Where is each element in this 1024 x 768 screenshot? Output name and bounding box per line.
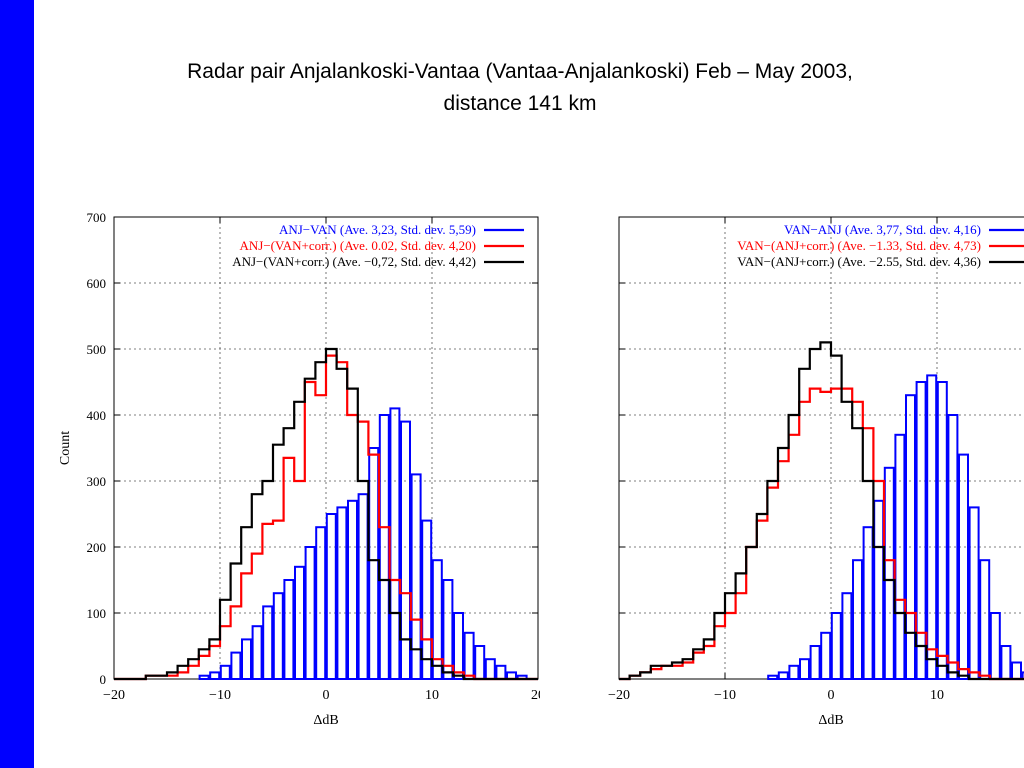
histogram-bar bbox=[400, 420, 411, 680]
legend-entry-label: ANJ−(VAN+corr.) (Ave. −0,72, Std. dev. 4… bbox=[232, 254, 476, 269]
histogram-bar bbox=[1021, 671, 1024, 680]
histogram-bar bbox=[883, 466, 895, 680]
title-line-2: distance 141 km bbox=[443, 92, 597, 115]
histogram-bar bbox=[1011, 661, 1022, 680]
histogram-bar bbox=[947, 414, 959, 680]
y-axis-label: Count bbox=[58, 431, 73, 465]
histogram-step-line bbox=[114, 347, 538, 681]
y-tick-label: 200 bbox=[87, 540, 107, 555]
x-tick-label: 0 bbox=[323, 688, 330, 703]
histogram-bar bbox=[421, 519, 433, 680]
histogram-bar bbox=[336, 506, 348, 680]
x-tick-label: 10 bbox=[425, 688, 439, 703]
histogram-bar bbox=[219, 664, 231, 680]
histogram-bar bbox=[852, 559, 863, 681]
histogram-bar bbox=[958, 453, 969, 680]
histogram-bar bbox=[230, 651, 242, 681]
y-tick-label: 500 bbox=[87, 342, 107, 357]
histogram-bar bbox=[283, 579, 295, 680]
histogram-bar bbox=[262, 605, 274, 680]
legend-entry-label: VAN−(ANJ+corr.) (Ave. −1.33, Std. dev. 4… bbox=[737, 238, 981, 253]
y-tick-label: 0 bbox=[100, 672, 107, 687]
histogram-bar bbox=[368, 447, 380, 680]
histogram-bar bbox=[926, 374, 938, 680]
x-tick-label: −20 bbox=[608, 688, 630, 703]
histogram-bar bbox=[442, 579, 454, 680]
histogram-bar bbox=[357, 493, 369, 681]
histogram-bar bbox=[905, 394, 916, 680]
histogram-bar bbox=[389, 407, 401, 680]
y-tick-label: 400 bbox=[87, 408, 107, 423]
x-tick-label: −10 bbox=[209, 688, 231, 703]
histogram-bar bbox=[241, 638, 252, 680]
histogram-bar bbox=[809, 645, 821, 680]
legend-entry-label: ANJ−(VAN+corr.) (Ave. 0.02, Std. dev. 4,… bbox=[240, 238, 476, 253]
histogram-bar bbox=[347, 499, 358, 680]
x-tick-label: 10 bbox=[930, 688, 944, 703]
histogram-bar bbox=[820, 631, 832, 680]
histogram-anj-van: −20−10010200100200300400500600700ΔdBCoun… bbox=[58, 210, 540, 728]
histogram-bar bbox=[325, 513, 337, 680]
histogram-bar bbox=[777, 671, 789, 680]
legend-entry-label: VAN−ANJ (Ave. 3,77, Std. dev. 4,16) bbox=[784, 222, 981, 237]
histogram-bar bbox=[294, 565, 305, 680]
histogram-bar bbox=[453, 612, 464, 680]
y-tick-label: 600 bbox=[87, 276, 107, 291]
legend-entry-label: VAN−(ANJ+corr.) (Ave. −2.55, Std. dev. 4… bbox=[737, 254, 981, 269]
histogram-bar bbox=[315, 526, 327, 681]
histogram-step-line bbox=[619, 387, 1024, 681]
histogram-bar bbox=[862, 526, 874, 681]
histogram-bar bbox=[915, 381, 927, 680]
histogram-bar bbox=[989, 612, 1001, 680]
y-tick-label: 700 bbox=[87, 210, 107, 225]
histogram-step-line bbox=[619, 341, 1024, 681]
histogram-bar bbox=[979, 559, 991, 681]
histogram-bar bbox=[304, 546, 316, 680]
histogram-bar bbox=[474, 645, 486, 680]
histogram-bar bbox=[1000, 645, 1012, 680]
histogram-bar bbox=[251, 625, 263, 681]
x-axis-label: ΔdB bbox=[818, 713, 843, 728]
histogram-bar bbox=[873, 499, 885, 680]
histogram-bar bbox=[841, 592, 853, 681]
histogram-bar bbox=[463, 631, 475, 680]
histogram-bar bbox=[788, 664, 800, 680]
slide-accent-bar bbox=[0, 0, 34, 768]
histogram-bar bbox=[198, 674, 210, 681]
histogram-bar bbox=[767, 674, 779, 681]
histogram-bar bbox=[894, 433, 906, 680]
histogram-bar bbox=[968, 506, 980, 680]
x-tick-label: −10 bbox=[714, 688, 736, 703]
x-axis-label: ΔdB bbox=[313, 713, 338, 728]
histogram-van-anj: −20−1001020ΔdBVAN−ANJ (Ave. 3,77, Std. d… bbox=[608, 216, 1024, 728]
plot-frame bbox=[618, 216, 1024, 680]
histogram-bar bbox=[431, 559, 443, 681]
title-line-1: Radar pair Anjalankoski-Vantaa (Vantaa-A… bbox=[187, 60, 853, 83]
x-tick-label: −20 bbox=[103, 688, 125, 703]
histogram-bar bbox=[799, 658, 810, 681]
histogram-bar bbox=[830, 612, 842, 680]
histogram-bar bbox=[484, 658, 496, 681]
legend-entry-label: ANJ−VAN (Ave. 3,23, Std. dev. 5,59) bbox=[279, 222, 476, 237]
histogram-bar bbox=[495, 664, 507, 680]
histogram-bar bbox=[272, 592, 284, 681]
slide-title: Radar pair Anjalankoski-Vantaa (Vantaa-A… bbox=[80, 56, 960, 120]
y-tick-label: 300 bbox=[87, 474, 107, 489]
histogram-bar bbox=[410, 473, 422, 680]
x-tick-label: 0 bbox=[828, 688, 835, 703]
x-tick-label: 20 bbox=[531, 688, 540, 703]
histogram-bar bbox=[936, 381, 948, 680]
histogram-bar bbox=[209, 671, 221, 680]
y-tick-label: 100 bbox=[87, 606, 107, 621]
